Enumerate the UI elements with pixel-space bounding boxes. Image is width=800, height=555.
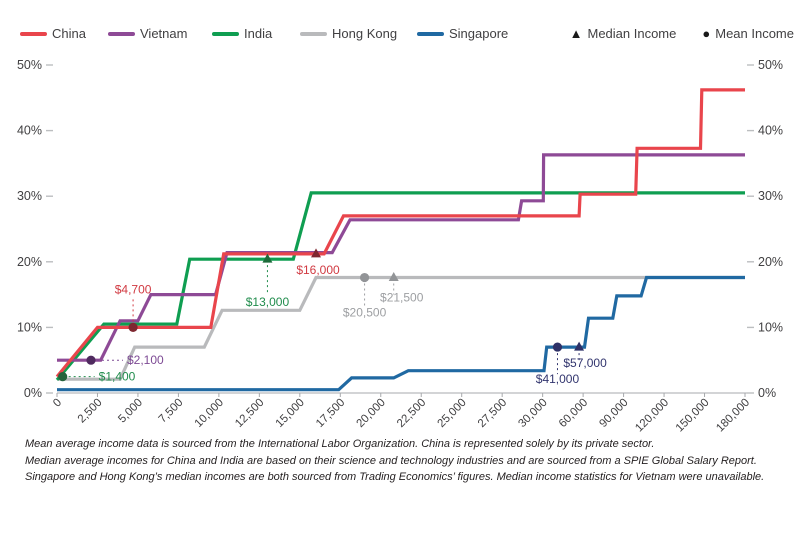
marker-india-mean-label: $1,400 — [99, 370, 136, 384]
marker-india-median-triangle-icon — [262, 253, 273, 263]
mean-circle-icon: ● — [702, 26, 711, 41]
legend-item-vietnam: Vietnam — [108, 26, 212, 41]
x-axis-label: 25,000 — [435, 397, 468, 430]
income-distribution-chart: 0% 0% 10% 10% 20% 20% 30% 30% 40% 40% 50% 50% 0 2,500… — [17, 58, 783, 435]
india-line-swatch — [212, 31, 239, 36]
vietnam-line-swatch — [108, 31, 135, 36]
y-axis-label-left: 50% — [17, 58, 42, 72]
y-axis-label-left: 20% — [17, 255, 42, 269]
legend-label-china: China — [52, 26, 86, 41]
legend-label-vietnam: Vietnam — [140, 26, 188, 41]
marker-china-mean-circle-icon — [128, 322, 138, 332]
y-axis-label-right: 50% — [758, 58, 783, 72]
y-axis-label-right: 10% — [758, 320, 783, 334]
x-axis-label: 17,500 — [314, 397, 347, 430]
series-line-vietnam — [57, 153, 745, 362]
y-axis-label-left: 40% — [17, 124, 42, 138]
x-axis-label: 5,000 — [116, 397, 145, 426]
legend-item-mean-income: ● Mean Income — [702, 26, 794, 41]
y-axis-label-right: 30% — [758, 189, 783, 203]
marker-singapore-mean-label: $41,000 — [536, 372, 580, 386]
marker-singapore-mean-circle-icon — [552, 342, 563, 352]
series-line-india — [55, 191, 745, 381]
marker-china-mean-label: $4,700 — [115, 282, 152, 296]
legend-label-hong-kong: Hong Kong — [332, 26, 398, 41]
legend-label-median-income: Median Income — [587, 26, 677, 41]
footnote-line-1: Mean average income data is sourced from… — [25, 438, 655, 450]
x-axis-label: 12,500 — [233, 397, 266, 430]
series-line-china — [55, 88, 745, 378]
legend-item-singapore: Singapore — [417, 26, 567, 41]
x-axis-label: 120,000 — [633, 397, 671, 435]
marker-india-mean-circle-icon — [58, 372, 68, 382]
legend-label-mean-income: Mean Income — [715, 26, 794, 41]
y-axis-label-right: 40% — [758, 124, 783, 138]
marker-vietnam-mean-label: $2,100 — [127, 353, 164, 367]
footnote-line-2: Median average incomes for China and Ind… — [25, 454, 757, 467]
median-triangle-icon: ▲ — [569, 26, 583, 41]
chart-canvas: 0% 0% 10% 10% 20% 20% 30% 30% 40% 40% 50% 50% 0 2,500… — [17, 58, 783, 435]
x-axis-label: 180,000 — [714, 397, 752, 435]
x-axis-label: 27,500 — [476, 397, 509, 430]
marker-singapore-median-label: $57,000 — [563, 356, 607, 370]
marker-hong-kong-median-triangle-icon — [388, 272, 399, 282]
x-axis-label: 60,000 — [557, 397, 590, 430]
x-axis-label: 90,000 — [597, 397, 630, 430]
legend-label-india: India — [244, 26, 273, 41]
y-axis-label-left: 10% — [17, 320, 42, 334]
china-line-swatch — [20, 31, 47, 36]
y-axis-label-right: 20% — [758, 255, 783, 269]
x-axis-label: 2,500 — [76, 397, 105, 426]
x-axis-label: 22,500 — [395, 397, 428, 430]
x-axis-label: 150,000 — [674, 397, 712, 435]
marker-china-median-label: $16,000 — [296, 263, 340, 277]
marker-hong-kong-mean-label: $20,500 — [343, 306, 387, 320]
footnote-line-3: Singapore and Hong Kong’s median incomes… — [25, 471, 765, 483]
legend-label-singapore: Singapore — [449, 26, 509, 41]
y-axis-label-left: 30% — [17, 189, 42, 203]
y-axis-label-right: 0% — [758, 386, 776, 400]
x-axis-label: 20,000 — [355, 397, 388, 430]
marker-india-median-label: $13,000 — [246, 295, 290, 309]
marker-china-median-triangle-icon — [311, 248, 322, 258]
x-axis-label: 0 — [51, 397, 64, 410]
series-line-hong-kong — [57, 275, 745, 381]
x-axis-label: 15,000 — [274, 397, 307, 430]
chart-legend: China Vietnam India Hong Kong Singapore … — [20, 26, 794, 41]
marker-vietnam-mean-circle-icon — [86, 355, 96, 365]
legend-item-china: China — [20, 26, 108, 41]
x-axis-label: 30,000 — [516, 397, 549, 430]
legend-item-median-income: ▲ Median Income — [570, 26, 677, 41]
y-axis-label-left: 0% — [24, 386, 42, 400]
source-footnotes: Mean average income data is sourced from… — [25, 436, 780, 486]
x-axis-label: 10,000 — [193, 397, 226, 430]
marker-singapore-median-triangle-icon — [574, 341, 585, 351]
legend-item-india: India — [212, 26, 300, 41]
x-axis-label: 7,500 — [157, 397, 186, 426]
series-line-singapore — [57, 275, 745, 392]
marker-hong-kong-mean-circle-icon — [359, 272, 370, 283]
legend-item-hong-kong: Hong Kong — [300, 26, 417, 41]
hong-kong-line-swatch — [300, 31, 327, 36]
marker-hong-kong-median-label: $21,500 — [380, 291, 424, 305]
singapore-line-swatch — [417, 31, 444, 36]
